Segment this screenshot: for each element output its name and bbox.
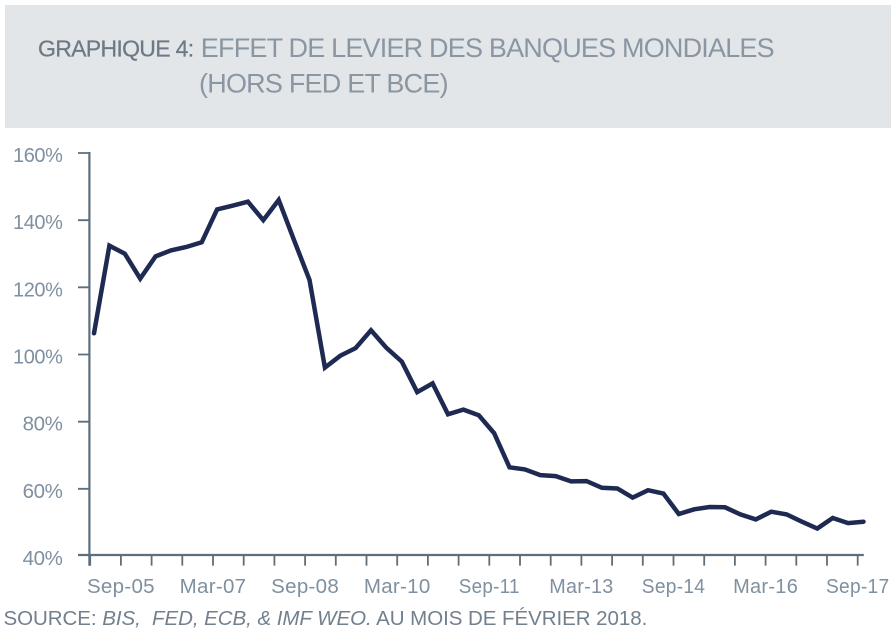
svg-text:Mar-10: Mar-10 <box>364 575 431 598</box>
svg-text:40%: 40% <box>23 547 63 570</box>
svg-text:60%: 60% <box>23 480 63 503</box>
svg-text:Sep-08: Sep-08 <box>271 575 339 598</box>
svg-text:Sep-17: Sep-17 <box>826 575 890 598</box>
svg-text:(HORS FED ET BCE): (HORS FED ET BCE) <box>199 69 448 99</box>
svg-text:Sep-11: Sep-11 <box>459 575 520 598</box>
svg-text:100%: 100% <box>13 346 63 369</box>
svg-text:140%: 140% <box>13 211 63 234</box>
svg-text:EFFET DE LEVIER DES BANQUES MO: EFFET DE LEVIER DES BANQUES MONDIALES <box>201 33 774 63</box>
svg-text:80%: 80% <box>23 413 63 436</box>
svg-text:SOURCE: BIS, FED, ECB, & IMF: SOURCE: BIS, FED, ECB, & IMF WEO. AU MOI… <box>4 607 648 630</box>
svg-text:GRAPHIQUE 4:: GRAPHIQUE 4: <box>38 35 193 61</box>
svg-text:Sep-14: Sep-14 <box>642 575 706 598</box>
svg-text:Mar-07: Mar-07 <box>180 575 247 598</box>
svg-text:120%: 120% <box>13 278 63 301</box>
svg-text:Mar-13: Mar-13 <box>549 575 613 598</box>
svg-text:160%: 160% <box>13 144 63 167</box>
svg-text:Sep-05: Sep-05 <box>87 575 155 598</box>
svg-text:Mar-16: Mar-16 <box>733 575 798 598</box>
